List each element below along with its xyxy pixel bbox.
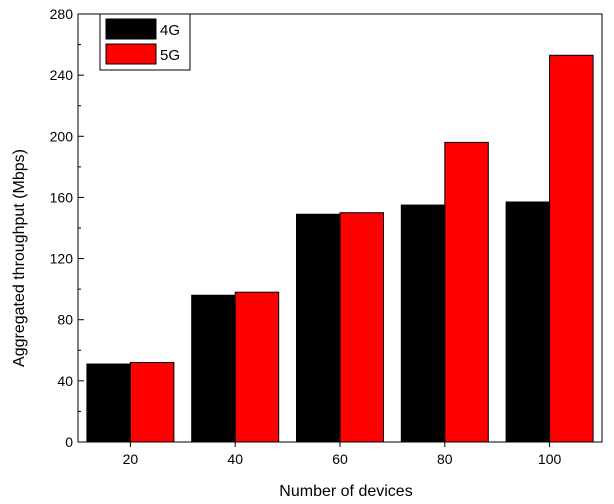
- legend: 4G 5G: [99, 13, 191, 71]
- x-axis-label: Number of devices: [279, 483, 412, 500]
- x-tick-label: 80: [437, 451, 453, 467]
- bar-4g-80: [400, 204, 446, 443]
- bar-5g-20: [129, 362, 175, 443]
- y-tick-label: 160: [50, 189, 74, 205]
- bar-4g-20: [86, 363, 131, 443]
- bar-5g-40: [234, 291, 280, 443]
- legend-label-5g: 5G: [160, 47, 180, 64]
- bar-4g-40: [191, 294, 236, 443]
- bar-4g-100: [505, 201, 551, 443]
- y-axis-ticks: 0 40 80 120 160 200 240 280: [50, 6, 84, 450]
- bar-4g-60: [296, 213, 341, 443]
- y-tick-label: 280: [50, 6, 74, 22]
- bars-layer: [86, 54, 594, 443]
- bar-5g-80: [444, 141, 489, 443]
- bar-5g-100: [549, 54, 594, 443]
- x-tick-label: 60: [332, 451, 348, 467]
- y-axis-label: Aggregated throughput (Mbps): [11, 149, 28, 367]
- x-tick-label: 20: [123, 451, 139, 467]
- legend-swatch-5g: [105, 43, 157, 65]
- legend-swatch-4g: [105, 18, 157, 40]
- legend-label-4g: 4G: [160, 22, 180, 39]
- y-tick-label: 80: [57, 312, 73, 328]
- y-tick-label: 120: [50, 251, 74, 267]
- y-tick-label: 200: [50, 128, 74, 144]
- plot-frame: [77, 13, 603, 443]
- y-tick-label: 0: [65, 434, 73, 450]
- x-tick-label: 40: [227, 451, 243, 467]
- x-axis-ticks: 20 40 60 80 100: [123, 442, 562, 467]
- y-tick-label: 40: [57, 373, 73, 389]
- bar-5g-60: [339, 212, 384, 443]
- y-tick-label: 240: [50, 67, 74, 83]
- x-tick-label: 100: [538, 451, 562, 467]
